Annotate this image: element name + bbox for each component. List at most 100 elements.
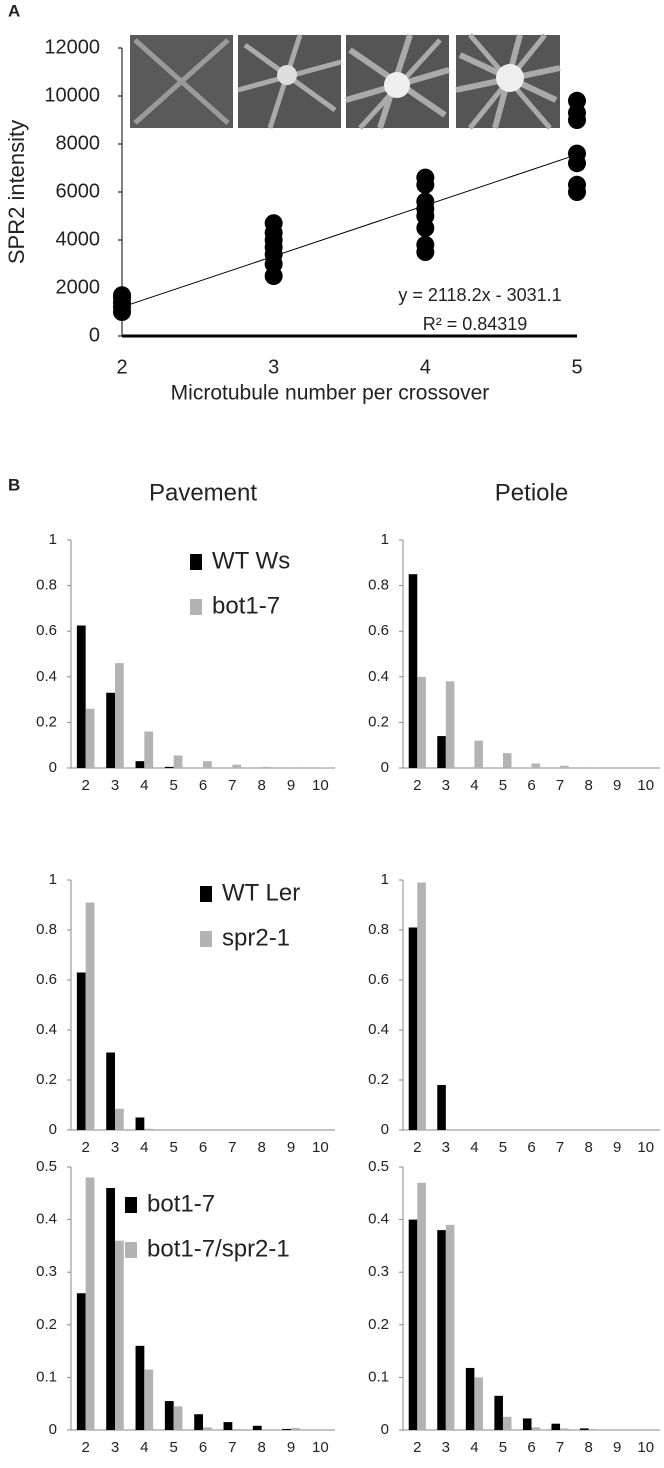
y-tick-label: 8000 [56,132,101,154]
annotation: y = 2118.2x - 3031.1 [398,285,561,305]
x-tick-label: 4 [140,1139,148,1156]
x-tick-label: 6 [527,1139,535,1156]
bar [173,1406,183,1430]
y-tick-label: 0.2 [36,1316,57,1333]
y-tick-label: 0.8 [36,921,57,938]
bar [203,1427,212,1430]
bar [502,1416,512,1430]
y-tick-label: 0.4 [36,668,57,685]
y-tick-label: 0.2 [368,713,389,730]
x-tick-label: 3 [111,1439,119,1456]
bar [173,755,183,768]
y-tick-label: 0.2 [368,1316,389,1333]
x-tick-label: 9 [613,777,621,794]
x-tick-label: 8 [257,1139,265,1156]
y-tick-label: 1 [381,531,389,548]
legend-label: spr2-1 [222,924,290,951]
bar [85,1177,95,1430]
x-tick-label: 3 [111,1139,119,1156]
bar [437,736,446,768]
legend-label: WT Ws [212,547,290,574]
x-tick-label: 8 [257,1439,265,1456]
bar [437,1085,446,1130]
legend-swatch [125,1197,137,1213]
y-tick-label: 0.4 [368,1021,389,1038]
x-axis-label: Microtubule number per crossover [171,382,490,405]
y-tick-label: 0.4 [368,668,389,685]
bar [445,681,455,768]
x-tick-label: 8 [257,777,265,794]
bar [232,764,242,768]
bar [474,1377,483,1430]
x-tick-label: 2 [116,356,127,378]
bar [85,902,95,1130]
y-tick-label: 0 [381,1421,389,1438]
bar [223,1422,233,1430]
x-tick-label: 6 [199,1439,207,1456]
bar [580,1428,589,1430]
bar [164,766,174,768]
y-tick-label: 0.4 [36,1211,57,1228]
bar [408,927,418,1130]
x-tick-label: 6 [527,1439,535,1456]
x-tick-label: 2 [413,777,421,794]
x-tick-label: 10 [312,1139,329,1156]
x-tick-label: 4 [470,1439,478,1456]
y-tick-label: 0.5 [36,1158,57,1175]
x-tick-label: 3 [442,1139,450,1156]
bar [531,763,541,768]
legend-label: WT Ler [222,879,300,906]
y-tick-label: 0.2 [368,1071,389,1088]
bar [115,1108,124,1130]
x-tick-label: 2 [81,777,89,794]
bar [408,574,418,768]
bar [588,767,598,768]
y-tick-label: 0.6 [36,622,57,639]
x-tick-label: 5 [571,356,582,378]
x-tick-label: 9 [287,1139,295,1156]
y-tick-label: 1 [49,871,57,888]
bar [115,1240,124,1430]
annotation: R² = 0.84319 [423,314,528,334]
y-tick-label: 0.3 [368,1263,389,1280]
bar [164,1401,174,1430]
bar [144,1128,154,1130]
bar [445,1224,455,1430]
point [416,235,435,254]
bar [135,761,145,768]
y-tick-label: 0.6 [368,971,389,988]
y-axis-label: SPR2 intensity [4,120,29,264]
bar [144,731,154,768]
point [416,192,435,211]
x-tick-label: 10 [637,1439,654,1456]
chart-title: Pavement [149,479,257,506]
bar [560,765,569,768]
bar [76,972,86,1130]
x-tick-label: 4 [140,777,148,794]
x-tick-label: 9 [613,1439,621,1456]
legend-label: bot1-7 [212,592,280,619]
y-tick-label: 0.8 [368,921,389,938]
y-tick-label: 0 [49,1421,57,1438]
bar [252,1425,262,1430]
y-tick-label: 0.4 [36,1021,57,1038]
x-tick-label: 8 [584,1139,592,1156]
y-tick-label: 0.6 [36,971,57,988]
bar [291,1427,300,1430]
x-tick-label: 9 [287,1439,295,1456]
x-tick-label: 6 [527,777,535,794]
bar [417,676,426,768]
bar [291,767,300,768]
panel-label: A [8,1,20,20]
x-tick-label: 5 [169,777,177,794]
point [416,168,435,187]
bar [588,1428,598,1430]
bar [282,1428,291,1430]
x-tick-label: 7 [556,1139,564,1156]
x-tick-label: 9 [287,777,295,794]
y-tick-label: 0.8 [368,577,389,594]
x-tick-label: 2 [81,1139,89,1156]
y-tick-label: 12000 [44,36,100,58]
y-tick-label: 0.2 [36,713,57,730]
